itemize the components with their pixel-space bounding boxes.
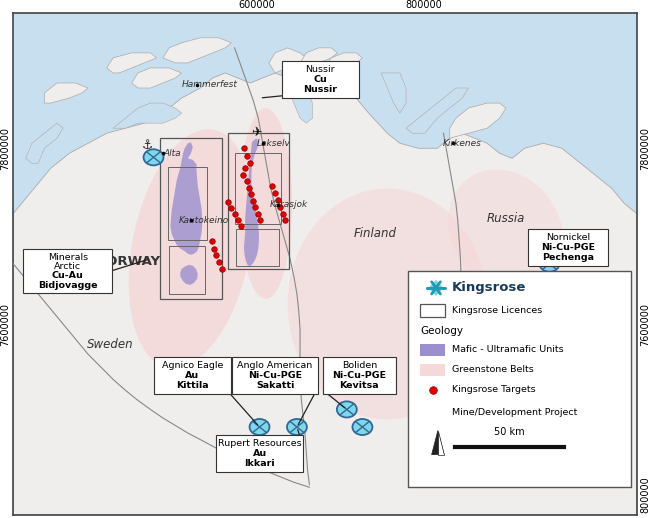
Polygon shape xyxy=(432,430,444,455)
Text: Mafic - Ultramafic Units: Mafic - Ultramafic Units xyxy=(452,345,563,354)
Text: Nornickel: Nornickel xyxy=(546,233,590,242)
Text: Finland: Finland xyxy=(354,227,396,240)
FancyBboxPatch shape xyxy=(232,357,318,394)
Text: Nussir: Nussir xyxy=(306,65,335,74)
Ellipse shape xyxy=(287,189,487,420)
Text: Kirkenes: Kirkenes xyxy=(443,139,482,148)
Circle shape xyxy=(540,256,560,272)
Text: Kittila: Kittila xyxy=(176,381,209,390)
Ellipse shape xyxy=(448,169,564,293)
Text: Cu-Au: Cu-Au xyxy=(52,271,84,280)
Text: Geology: Geology xyxy=(421,326,463,336)
Circle shape xyxy=(250,419,270,435)
Text: Mine/Development Project: Mine/Development Project xyxy=(452,408,577,417)
Polygon shape xyxy=(170,142,202,255)
Ellipse shape xyxy=(129,129,254,368)
Text: Kevitsa: Kevitsa xyxy=(339,381,379,390)
Text: Kingsrose Licences: Kingsrose Licences xyxy=(452,306,542,315)
Text: Hammerfest: Hammerfest xyxy=(182,80,238,89)
Polygon shape xyxy=(450,103,506,138)
Circle shape xyxy=(424,406,441,420)
Text: Karasjok: Karasjok xyxy=(270,200,308,209)
Text: Bidjovagge: Bidjovagge xyxy=(38,281,98,290)
Text: ⚓: ⚓ xyxy=(142,139,153,152)
Text: 7800000: 7800000 xyxy=(640,127,650,170)
Polygon shape xyxy=(113,103,181,128)
Text: 800000: 800000 xyxy=(640,477,650,513)
Circle shape xyxy=(287,419,307,435)
Polygon shape xyxy=(300,48,337,68)
Polygon shape xyxy=(381,73,406,113)
FancyBboxPatch shape xyxy=(421,364,445,376)
Circle shape xyxy=(352,419,372,435)
Polygon shape xyxy=(107,53,157,73)
Text: Boliden: Boliden xyxy=(342,361,377,370)
Polygon shape xyxy=(406,88,469,133)
Polygon shape xyxy=(163,38,231,63)
Text: 800000: 800000 xyxy=(405,0,442,10)
Polygon shape xyxy=(428,280,443,296)
Text: NORWAY: NORWAY xyxy=(96,255,161,268)
Circle shape xyxy=(337,401,357,418)
Polygon shape xyxy=(26,123,63,163)
Text: 600000: 600000 xyxy=(238,0,275,10)
FancyBboxPatch shape xyxy=(421,305,445,316)
FancyBboxPatch shape xyxy=(154,357,231,394)
Text: Au: Au xyxy=(252,449,266,458)
Text: Ni-Cu-PGE: Ni-Cu-PGE xyxy=(541,243,595,252)
FancyBboxPatch shape xyxy=(322,357,396,394)
Text: Ni-Cu-PGE: Ni-Cu-PGE xyxy=(332,371,386,380)
Polygon shape xyxy=(244,138,259,266)
Text: Russia: Russia xyxy=(487,212,525,225)
Text: Lakselv: Lakselv xyxy=(257,139,291,148)
Polygon shape xyxy=(281,73,313,123)
Text: Minerals: Minerals xyxy=(47,253,88,262)
Polygon shape xyxy=(180,265,198,285)
Text: Pechenga: Pechenga xyxy=(542,253,594,262)
FancyBboxPatch shape xyxy=(528,229,608,266)
Ellipse shape xyxy=(239,108,292,299)
Text: Rupert Resources: Rupert Resources xyxy=(218,439,302,448)
Text: Agnico Eagle: Agnico Eagle xyxy=(162,361,223,370)
Text: Au: Au xyxy=(185,371,200,380)
Text: 7600000: 7600000 xyxy=(640,303,650,346)
Text: Anglo American: Anglo American xyxy=(237,361,313,370)
Text: Sakatti: Sakatti xyxy=(256,381,294,390)
Polygon shape xyxy=(438,430,444,455)
Text: 50 km: 50 km xyxy=(494,427,525,437)
Polygon shape xyxy=(132,68,181,88)
Polygon shape xyxy=(13,73,637,515)
Text: Kingsrose Targets: Kingsrose Targets xyxy=(452,385,535,394)
Text: Kautokeino: Kautokeino xyxy=(178,215,229,225)
FancyBboxPatch shape xyxy=(23,249,112,293)
Text: 7800000: 7800000 xyxy=(0,127,10,170)
Polygon shape xyxy=(269,48,306,73)
FancyBboxPatch shape xyxy=(282,61,359,97)
Polygon shape xyxy=(325,53,363,73)
Text: Nussir: Nussir xyxy=(304,84,337,94)
Text: Ni-Cu-PGE: Ni-Cu-PGE xyxy=(248,371,302,380)
Text: Kingsrose: Kingsrose xyxy=(452,281,526,294)
Text: Ikkari: Ikkari xyxy=(244,459,275,468)
Text: Cu: Cu xyxy=(313,75,327,84)
Text: Greenstone Belts: Greenstone Belts xyxy=(452,365,534,374)
FancyBboxPatch shape xyxy=(216,435,302,472)
FancyBboxPatch shape xyxy=(408,271,631,487)
Text: 7600000: 7600000 xyxy=(0,303,10,346)
Circle shape xyxy=(144,149,164,165)
Text: Alta: Alta xyxy=(163,149,181,158)
Polygon shape xyxy=(44,83,88,103)
Text: Sweden: Sweden xyxy=(86,338,133,351)
Text: ✈: ✈ xyxy=(251,126,262,139)
Text: Arctic: Arctic xyxy=(54,262,81,271)
FancyBboxPatch shape xyxy=(421,343,445,356)
